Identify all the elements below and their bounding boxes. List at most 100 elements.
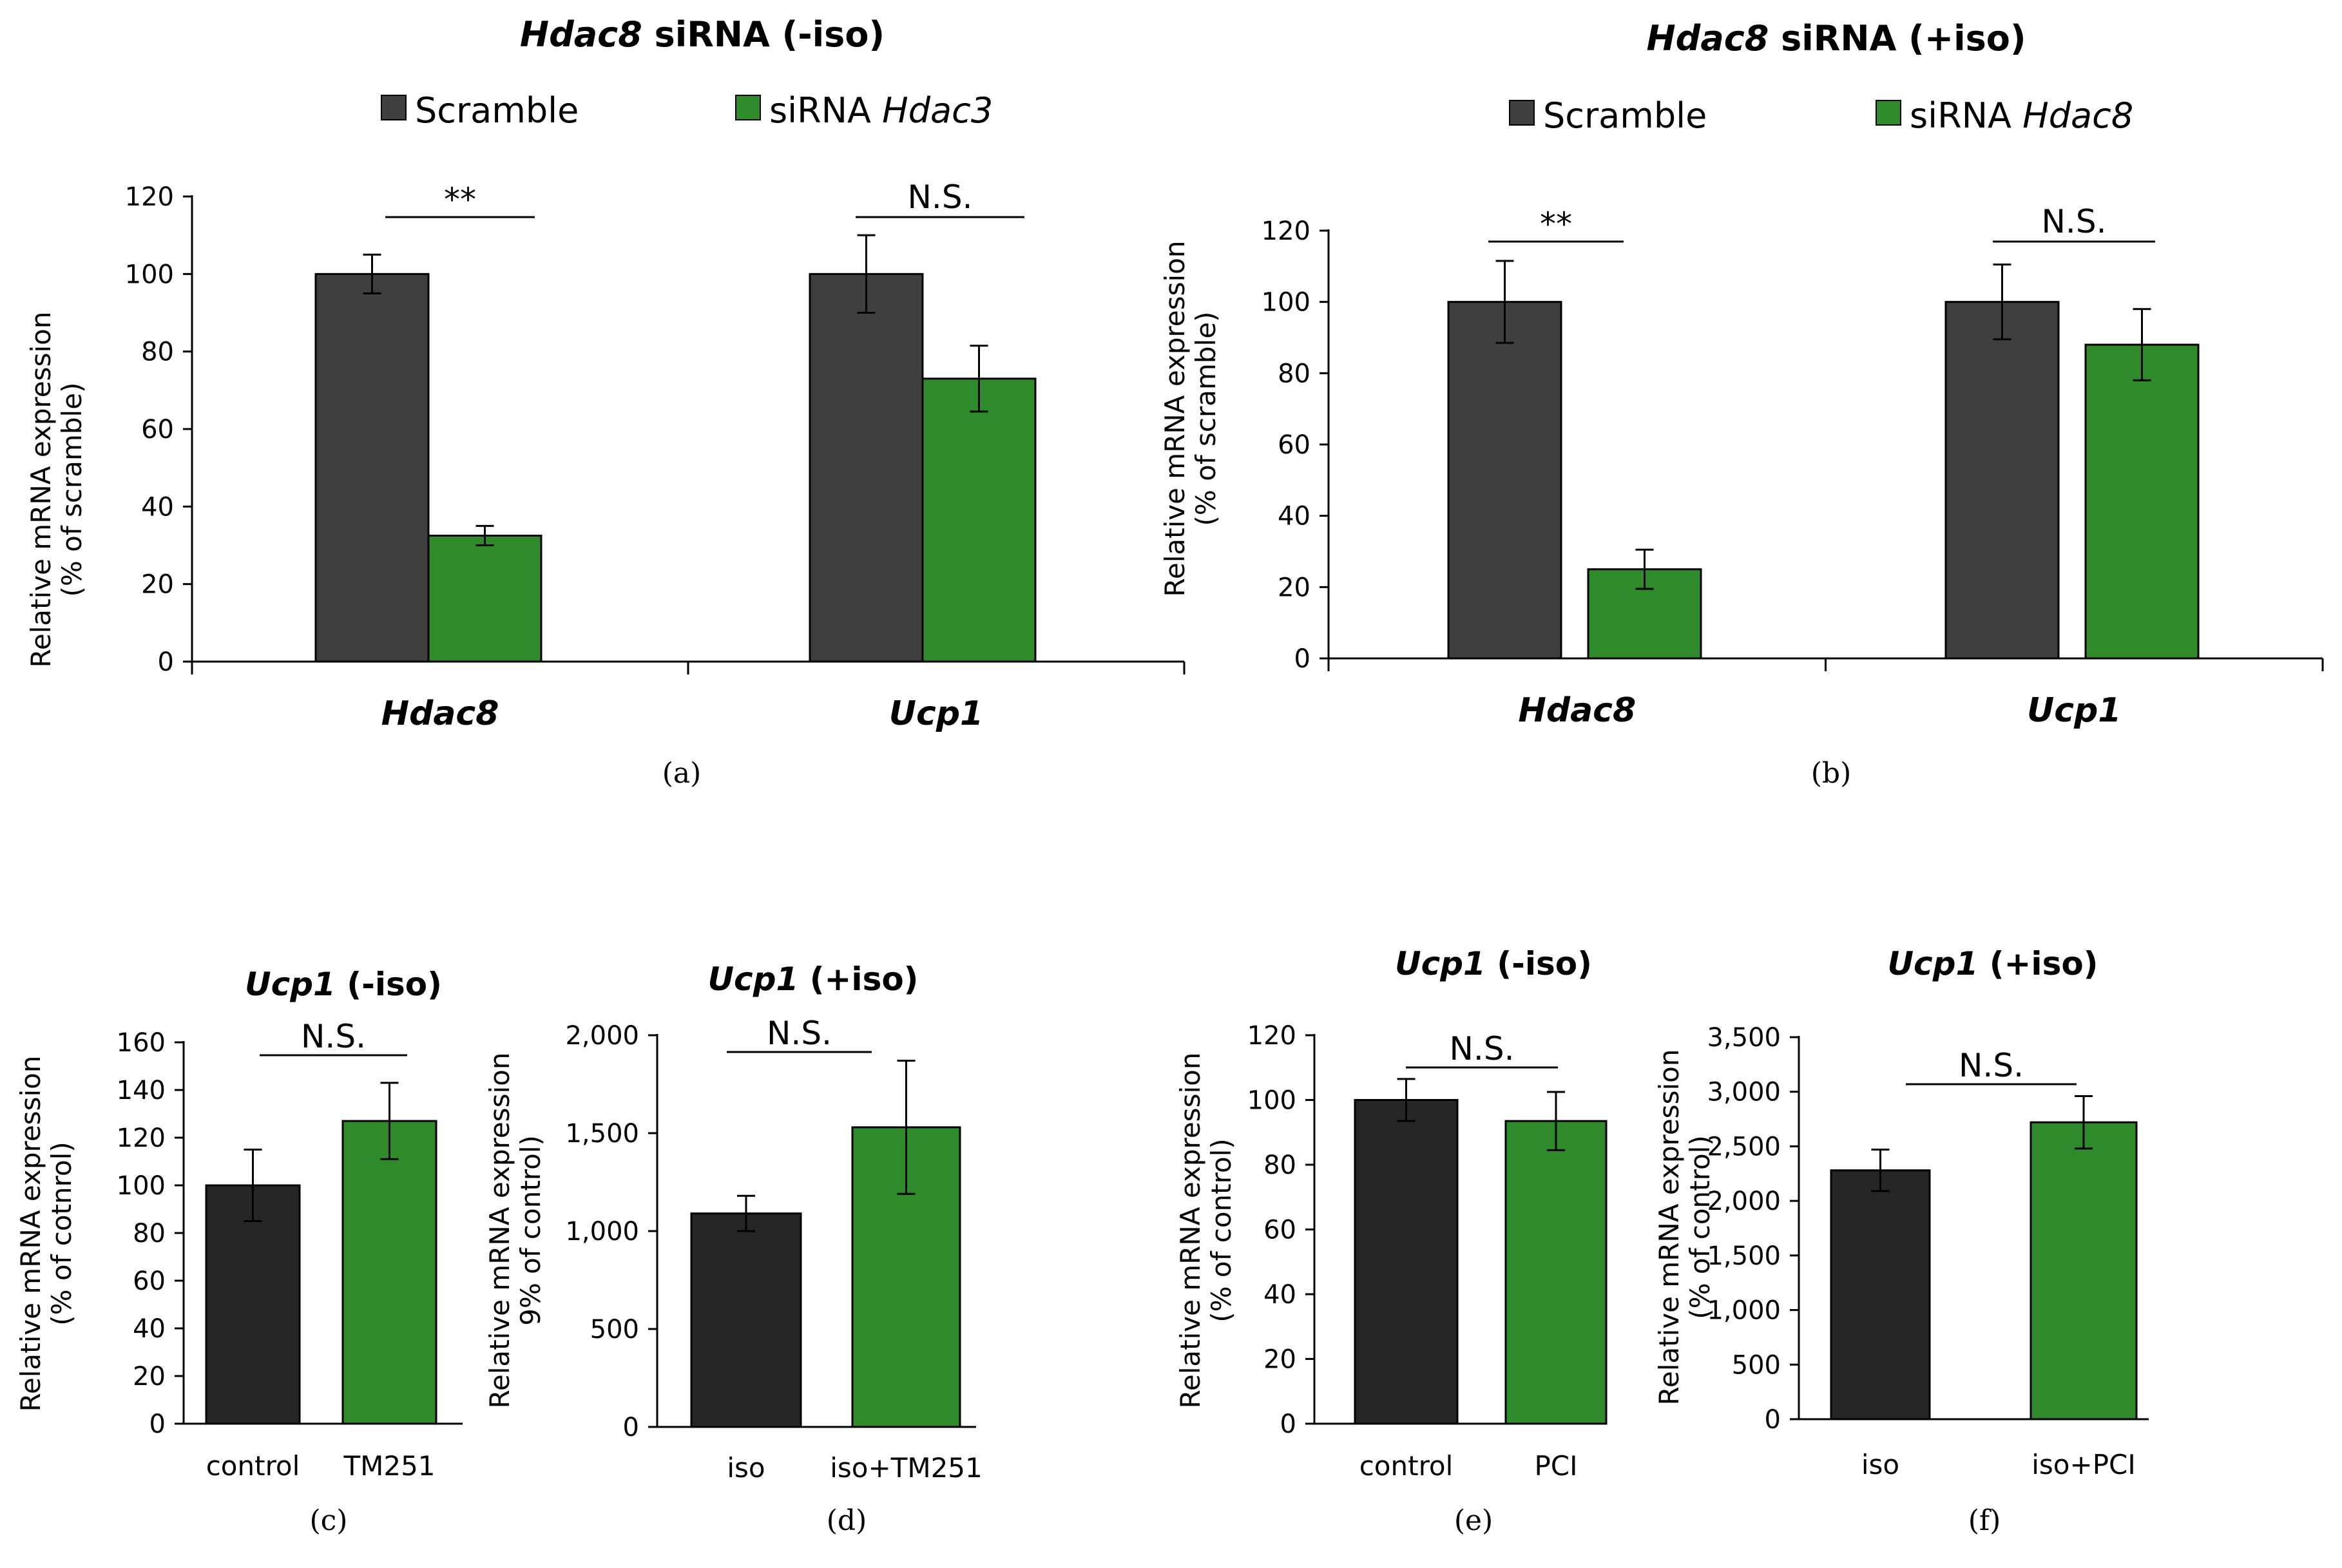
chart-title-condition: (-iso) [1486,945,1592,982]
panel-caption: (a) [662,757,702,790]
legend-swatch [735,95,761,120]
y-tick-label: 60 [1263,1216,1296,1245]
significance-label: N.S. [767,1015,832,1052]
y-axis-label-line1: Relative mRNA expression [1653,1049,1685,1406]
y-tick-label: 20 [1278,573,1310,602]
y-axis-label-line2: (% of control) [1205,1138,1237,1322]
y-axis-label: Relative mRNA expression (% of control) [1653,1049,1716,1406]
y-tick-label: 100 [125,260,174,289]
legend-swatch [1876,100,1901,126]
bar-iso-pci [2030,1121,2138,1420]
chart-title: Ucp1 (-iso) [245,966,442,1003]
y-tick-label: 500 [1732,1350,1781,1380]
y-axis-label-line2: (% of control) [1684,1135,1716,1319]
y-axis-label-line1: Relative mRNA expression [1175,1053,1206,1409]
panel-caption: (d) [827,1504,867,1537]
y-tick-label: 1,500 [1707,1241,1781,1271]
y-axis-label: Relative mRNA expression (% of scramble) [1159,241,1222,597]
x-category-label: Ucp1 [889,694,983,733]
panel-caption: (b) [1811,757,1852,790]
y-axis-label-line2: (% of scramble) [56,383,88,597]
x-category-label: Hdac8 [1518,691,1636,730]
y-tick-label: 100 [117,1171,166,1201]
y-tick-label: 80 [133,1219,166,1248]
y-axis-label-line2: (% of cotnrol) [46,1142,77,1325]
y-tick-label: 100 [1262,288,1310,318]
bar-control [1354,1099,1459,1425]
y-axis-label-line1: Relative mRNA expression [484,1053,515,1409]
x-category-label: TM251 [343,1450,435,1482]
y-tick-label: 120 [1262,216,1310,246]
chart-title: Ucp1 (-iso) [1395,945,1592,982]
y-tick-label: 100 [1247,1086,1296,1116]
x-category-label: iso+PCI [2031,1449,2135,1480]
y-tick-label: 60 [1278,430,1310,460]
legend-label: siRNA Hdac8 [1910,95,2133,136]
chart-title: Ucp1 (+iso) [707,961,918,998]
x-category-label: control [1359,1450,1454,1482]
legend-label: Scramble [415,90,579,131]
legend-italic: Hdac8 [2022,95,2133,136]
y-axis-label: Relative mRNA expression (% of control) [1175,1053,1237,1409]
y-tick-label: 0 [1765,1405,1781,1435]
y-tick-label: 2,000 [565,1021,639,1051]
chart-a: Hdac8 siRNA (-iso) Scramble siRNA Hdac3 0 20… [25,14,1185,790]
bar-sirna-hdac3-hdac8 [427,534,542,663]
significance-label: ** [444,181,476,218]
chart-f: Ucp1 (+iso) 0 500 1,000 1,500 2,000 2,500 3,000… [1653,945,2149,1537]
chart-c: Ucp1 (-iso) 0 20 40 60 80 100 120 140 160 Relative… [15,966,463,1537]
legend-swatch [381,95,407,120]
y-axis-label-line1: Relative mRNA expression [1159,241,1191,597]
chart-title-condition: (-iso) [336,966,442,1003]
chart-title: Ucp1 (+iso) [1887,945,2098,982]
y-tick-label: 20 [1263,1345,1296,1375]
bar-scramble-hdac8 [1447,301,1562,660]
bar-scramble-ucp1 [809,272,924,663]
y-tick-label: 1,500 [565,1119,639,1149]
y-axis-label: Relative mRNA expression 9% of control) [484,1053,546,1409]
bar-sirna-hdac3-ucp1 [921,378,1037,663]
bar-pci [1504,1120,1608,1425]
x-category-label: Hdac8 [381,694,499,733]
legend-swatch [1509,100,1535,126]
significance-label: N.S. [301,1018,366,1055]
legend-text: siRNA [769,90,882,131]
chart-title-gene: Ucp1 [245,966,336,1003]
legend-italic: Hdac3 [882,90,993,131]
y-tick-label: 60 [141,415,174,445]
y-axis-label-line2: (% of scramble) [1190,312,1222,526]
y-tick-label: 80 [141,338,174,367]
y-tick-label: 80 [1278,359,1310,388]
y-tick-label: 0 [623,1413,639,1442]
y-tick-label: 120 [1247,1021,1296,1051]
y-tick-label: 40 [1263,1280,1296,1310]
y-axis-label-line1: Relative mRNA expression [15,1056,46,1412]
y-tick-label: 1,000 [1707,1296,1781,1326]
legend-label: siRNA Hdac3 [769,90,993,131]
bar-scramble-ucp1 [1944,301,2060,660]
chart-title-gene: Hdac8 [1646,18,1769,59]
legend-label: Scramble [1543,95,1707,136]
chart-title: Hdac8 siRNA (-iso) [520,14,885,55]
y-tick-label: 80 [1263,1151,1296,1180]
significance-label: N.S. [1450,1030,1515,1067]
y-tick-label: 0 [1294,644,1310,674]
y-tick-label: 3,000 [1707,1078,1781,1107]
y-tick-label: 3,500 [1707,1023,1781,1053]
panel-caption: (f) [1968,1504,2001,1537]
legend-text: Scramble [415,90,579,131]
chart-e: Ucp1 (-iso) 0 20 40 60 80 100 120 Relative mRNA … [1175,945,1608,1537]
chart-title-gene: Ucp1 [707,961,798,998]
y-tick-label: 120 [117,1123,166,1153]
y-tick-label: 140 [117,1076,166,1105]
x-category-label: iso [1861,1449,1899,1480]
chart-title-condition: siRNA (+iso) [1769,18,2026,59]
y-tick-label: 1,000 [565,1217,639,1247]
y-tick-label: 500 [590,1315,639,1344]
significance-label: N.S. [1959,1047,2024,1084]
bar-tm251 [341,1120,437,1425]
bar-iso [690,1212,802,1428]
chart-title: Hdac8 siRNA (+iso) [1646,18,2026,59]
bar-sirna-hdac8-ucp1 [2084,343,2200,660]
bar-iso [1830,1169,1931,1420]
